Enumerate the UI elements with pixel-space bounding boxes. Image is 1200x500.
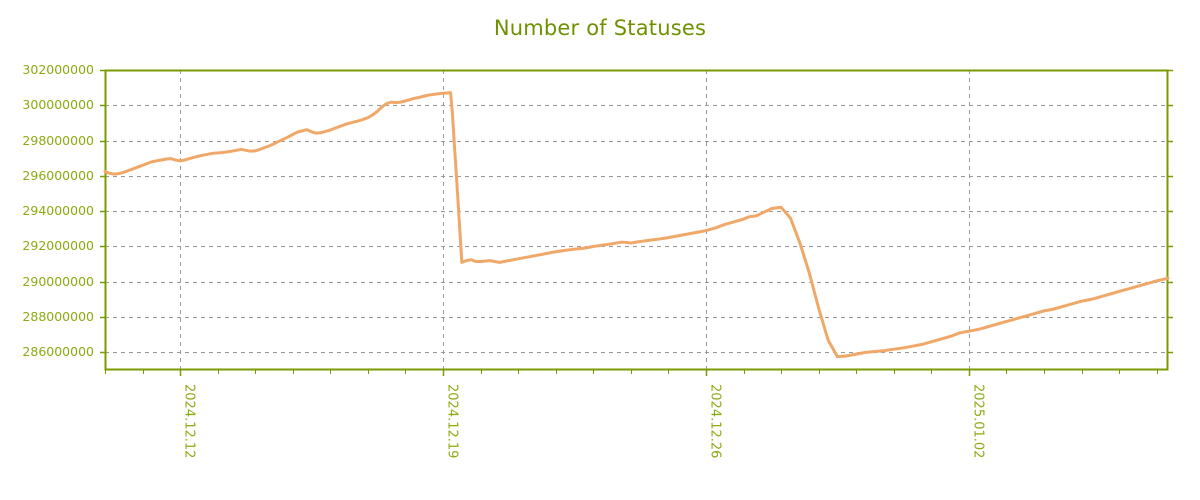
x-axis-tick-label: 2024.12.12 [182, 384, 197, 458]
data-series [103, 91, 1170, 359]
y-axis-ticks: 286000000 288000000 290000000 292000000 2940… [22, 62, 94, 359]
chart-title: Number of Statuses [493, 16, 707, 40]
x-axis-ticks: 2024.12.12 2024.12.19 2024.12.26 2025.01.02 [182, 384, 986, 458]
plot-frame [104, 69, 1169, 371]
x-axis-tick-label: 2024.12.19 [445, 384, 460, 458]
axis-lines [100, 69, 1173, 376]
x-axis-tick-label: 2025.01.02 [971, 384, 986, 458]
y-axis-tick-label: 290000000 [22, 274, 94, 289]
grid-lines [105, 70, 1168, 370]
x-axis-tick-label: 2024.12.26 [708, 384, 723, 458]
y-axis-tick-label: 286000000 [22, 344, 94, 359]
y-axis-tick-label: 292000000 [22, 238, 94, 253]
y-axis-tick-label: 294000000 [22, 203, 94, 218]
y-axis-tick-label: 302000000 [22, 62, 94, 77]
y-axis-tick-label: 300000000 [22, 97, 94, 112]
y-axis-tick-label: 298000000 [22, 133, 94, 148]
series-line [103, 91, 1170, 359]
y-axis-tick-label: 288000000 [22, 309, 94, 324]
y-axis-tick-label: 296000000 [22, 168, 94, 183]
